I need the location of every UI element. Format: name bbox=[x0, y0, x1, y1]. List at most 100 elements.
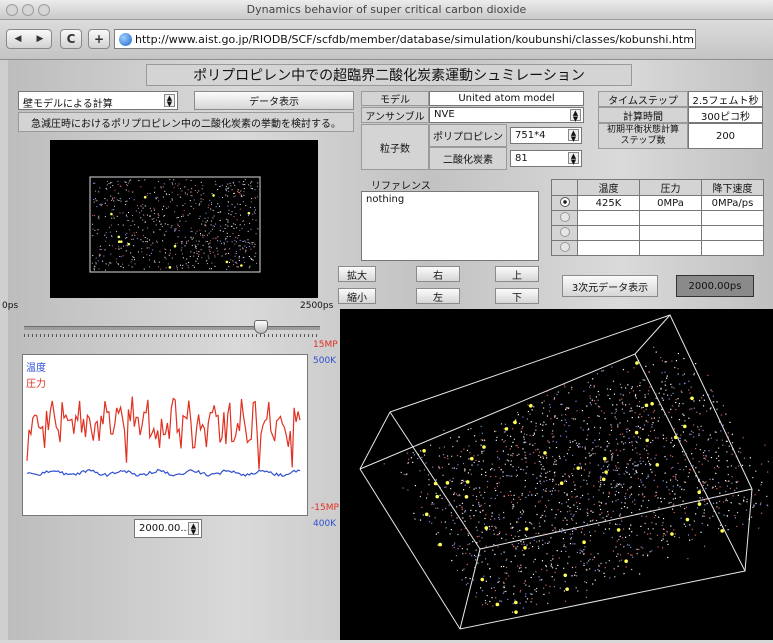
particle-dot bbox=[552, 555, 554, 557]
table-row[interactable]: 425K 0MPa 0MPa/ps bbox=[551, 195, 764, 211]
particle-dot bbox=[510, 445, 513, 448]
particle-dot bbox=[495, 489, 497, 492]
particle-dot bbox=[482, 510, 484, 512]
ensemble-select[interactable]: NVE ▲ ▼ bbox=[429, 107, 584, 123]
time-select[interactable]: 2000.00... ▲ ▼ bbox=[134, 519, 202, 538]
particle-dot bbox=[120, 200, 122, 202]
radio-button-selected[interactable] bbox=[551, 195, 578, 211]
particle-dot bbox=[705, 456, 707, 458]
particle-dot bbox=[607, 511, 609, 513]
particle-dot bbox=[552, 558, 554, 560]
reload-button[interactable]: C bbox=[60, 29, 82, 49]
particle-dot bbox=[640, 463, 642, 465]
address-bar[interactable]: http://www.aist.go.jp/RIODB/SCF/scfdb/me… bbox=[114, 29, 696, 49]
move-up-button[interactable]: 上 bbox=[495, 266, 539, 282]
particle-dot bbox=[609, 434, 611, 436]
particle-dot bbox=[727, 466, 729, 468]
particle-dot bbox=[505, 446, 507, 448]
particle-dot bbox=[226, 236, 228, 238]
particle-dot bbox=[202, 236, 204, 238]
particle-dot bbox=[113, 209, 115, 211]
particle-dot bbox=[181, 253, 183, 255]
show-3d-button[interactable]: 3次元データ表示 bbox=[562, 275, 658, 297]
particle-dot bbox=[471, 555, 473, 557]
particle-dot bbox=[545, 423, 547, 426]
particle-dot bbox=[635, 397, 637, 399]
add-bookmark-button[interactable]: + bbox=[88, 29, 110, 49]
particle-dot bbox=[707, 484, 709, 486]
minimize-window-button[interactable] bbox=[22, 4, 34, 16]
particle-dot bbox=[564, 580, 566, 583]
calc-model-select[interactable]: 壁モデルによる計算 ▲ ▼ bbox=[18, 91, 178, 110]
particle-dot bbox=[542, 435, 544, 437]
back-forward-buttons[interactable]: ◀ ▶ bbox=[6, 29, 52, 49]
radio-button[interactable] bbox=[551, 225, 578, 241]
table-row[interactable] bbox=[551, 240, 764, 256]
particle-dot bbox=[512, 506, 514, 508]
particle-dot bbox=[157, 213, 159, 215]
radio-button[interactable] bbox=[551, 240, 578, 256]
particle-dot bbox=[672, 475, 674, 478]
particle-dot bbox=[504, 423, 507, 425]
back-icon[interactable]: ◀ bbox=[14, 34, 22, 44]
particle-dot bbox=[516, 521, 518, 523]
particle-dot bbox=[610, 483, 612, 485]
particle-dot bbox=[485, 545, 487, 547]
particle-dot bbox=[566, 523, 568, 526]
particle-dot bbox=[666, 458, 668, 460]
zoom-in-button[interactable]: 拡大 bbox=[338, 266, 376, 282]
particle-dot bbox=[571, 566, 574, 569]
particle-dot bbox=[618, 491, 620, 494]
particle-dot bbox=[473, 488, 475, 490]
particle-dot bbox=[660, 497, 662, 499]
time-slider-track[interactable] bbox=[24, 326, 320, 330]
particle-dot bbox=[585, 581, 588, 584]
particle-dot bbox=[615, 467, 618, 469]
particle-dot bbox=[568, 449, 570, 451]
particle-dot bbox=[545, 566, 548, 568]
particle-dot bbox=[565, 501, 568, 503]
3d-view[interactable] bbox=[340, 309, 773, 640]
zoom-window-button[interactable] bbox=[38, 4, 50, 16]
model-value: United atom model bbox=[429, 91, 584, 106]
particle-dot bbox=[598, 432, 601, 434]
particle-dot bbox=[154, 260, 156, 262]
particle-dot bbox=[157, 216, 159, 218]
close-window-button[interactable] bbox=[6, 4, 18, 16]
table-row[interactable] bbox=[551, 210, 764, 226]
particle-dot bbox=[520, 564, 522, 566]
polypropylene-select[interactable]: 751*4 ▲ ▼ bbox=[510, 127, 582, 144]
particle-dot bbox=[246, 246, 248, 248]
particle-dot bbox=[466, 548, 468, 550]
particle-dot bbox=[561, 414, 563, 416]
co2-particle-dot bbox=[673, 435, 678, 440]
time-slider-thumb[interactable] bbox=[253, 320, 268, 334]
particle-dot bbox=[760, 463, 763, 465]
particle-dot bbox=[208, 249, 210, 251]
particle-dot bbox=[607, 469, 609, 471]
particle-dot bbox=[512, 602, 514, 605]
table-row[interactable] bbox=[551, 225, 764, 241]
particle-dot bbox=[563, 529, 565, 531]
particle-dot bbox=[727, 436, 730, 438]
particle-dot bbox=[195, 232, 197, 234]
zoom-out-button[interactable]: 縮小 bbox=[338, 288, 376, 304]
particle-dot bbox=[672, 505, 674, 507]
move-right-button[interactable]: 右 bbox=[416, 266, 460, 282]
particle-dot bbox=[665, 440, 668, 442]
particle-dot bbox=[619, 523, 621, 526]
radio-button[interactable] bbox=[551, 210, 578, 226]
reference-textarea[interactable]: nothing bbox=[361, 191, 539, 261]
particle-dot bbox=[195, 246, 197, 248]
particle-dot bbox=[622, 403, 624, 406]
move-left-button[interactable]: 左 bbox=[416, 288, 460, 304]
data-display-button[interactable]: データ表示 bbox=[194, 91, 354, 110]
particle-dot bbox=[551, 524, 553, 526]
particle-dot bbox=[202, 220, 204, 222]
co2-select[interactable]: 81 ▲ ▼ bbox=[510, 150, 582, 167]
forward-icon[interactable]: ▶ bbox=[36, 34, 44, 44]
particle-dot bbox=[472, 494, 474, 497]
particle-dot bbox=[766, 495, 768, 498]
particle-dot bbox=[461, 547, 463, 550]
move-down-button[interactable]: 下 bbox=[495, 288, 539, 304]
